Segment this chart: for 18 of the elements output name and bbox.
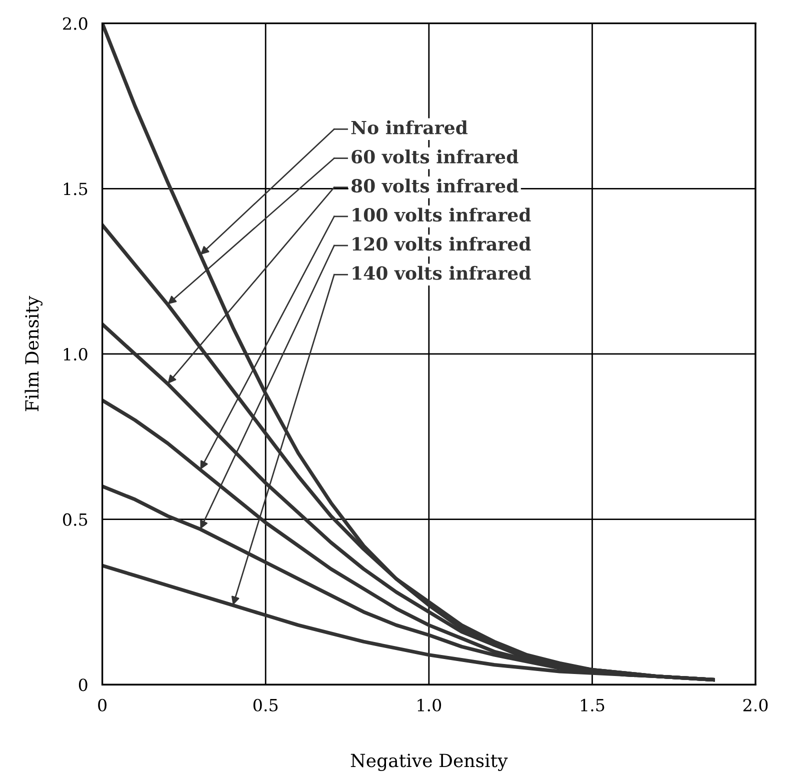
legend-label: 140 volts infrared — [352, 266, 531, 280]
legend-label: 60 volts infrared — [352, 150, 518, 164]
x-tick-label: 0.5 — [253, 698, 278, 712]
legend-label: 100 volts infrared — [352, 208, 531, 222]
x-tick-label: 0 — [98, 698, 107, 712]
y-tick-label: 1.0 — [64, 348, 88, 361]
y-tick-label: 0.5 — [63, 513, 88, 526]
y-axis-title: Film Density — [24, 296, 42, 412]
x-axis-title: Negative Density — [350, 754, 508, 772]
y-tick-label: 1.5 — [64, 182, 88, 196]
y-tick-label: 2.0 — [63, 17, 88, 30]
legend-label: 120 volts infrared — [352, 236, 531, 251]
legend-label: 80 volts infrared — [351, 178, 518, 193]
legend-label: No infrared — [351, 120, 468, 134]
x-tick-label: 1.5 — [581, 698, 604, 712]
x-tick-label: 2.0 — [743, 698, 768, 712]
x-tick-label: 1.0 — [418, 698, 442, 712]
y-tick-label: 0 — [78, 678, 88, 692]
